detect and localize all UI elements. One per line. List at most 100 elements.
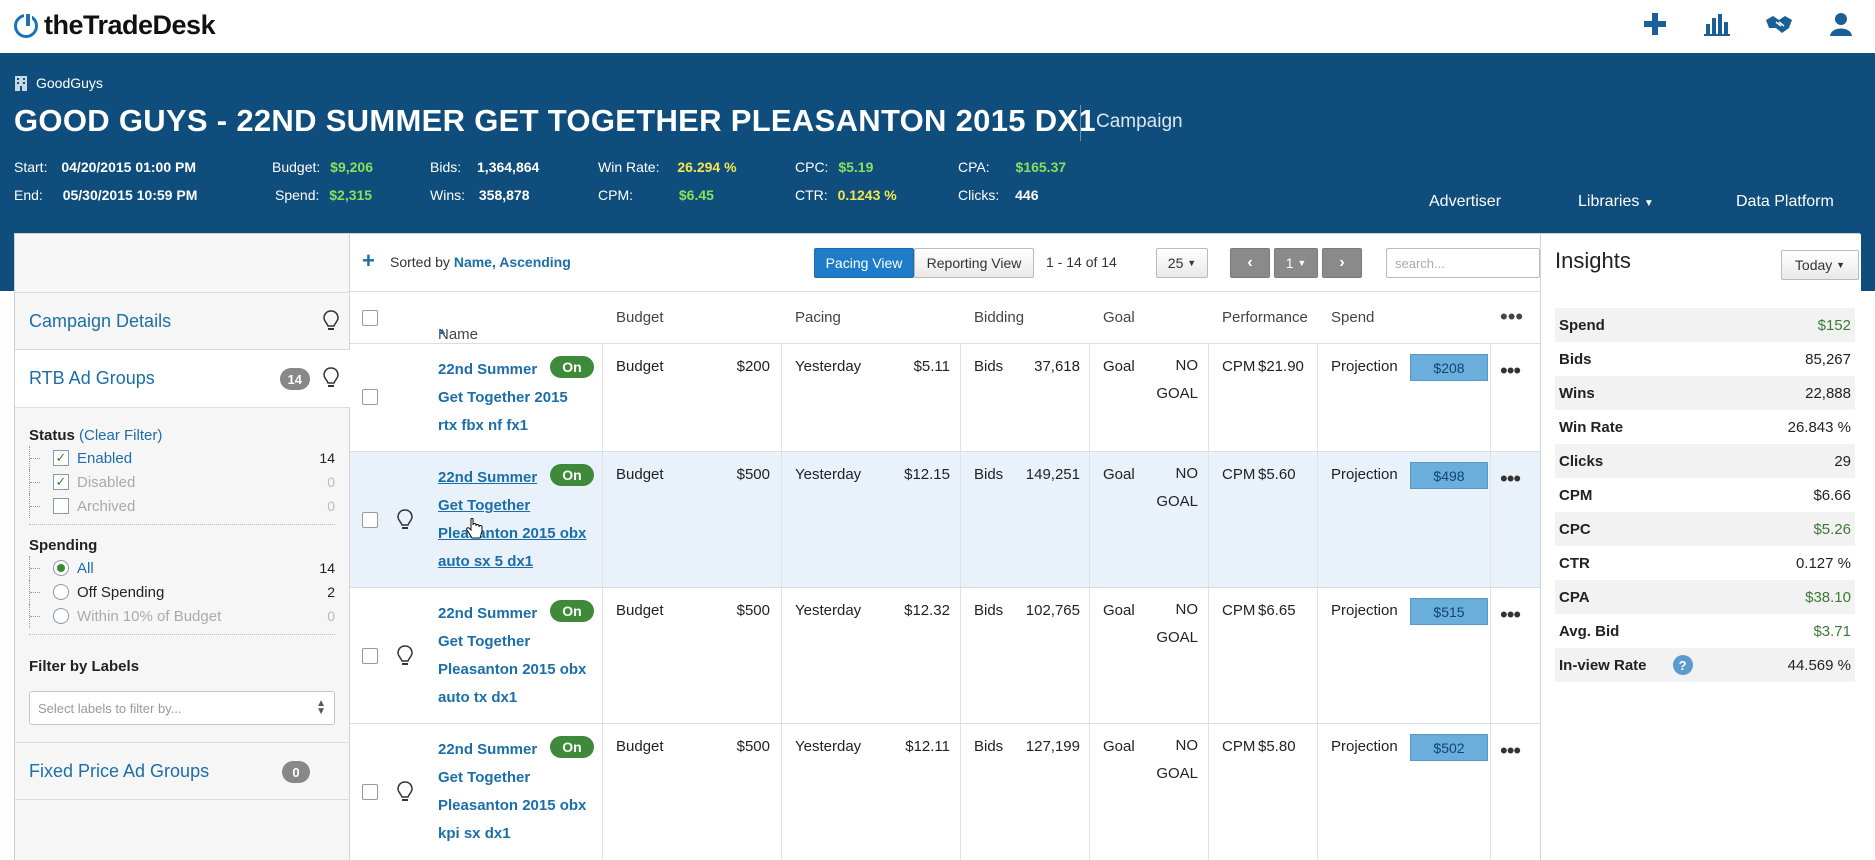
nav-advertiser[interactable]: Advertiser xyxy=(1429,193,1502,210)
column-spend[interactable]: Spend xyxy=(1331,309,1375,326)
ad-group-name-link[interactable]: 22nd Summer Get Together 2015 rtx fbx nf f… xyxy=(438,361,568,434)
end-stat: End: 05/30/2015 10:59 PM xyxy=(14,187,198,203)
lightbulb-icon[interactable] xyxy=(396,644,414,668)
row-options-icon[interactable]: ••• xyxy=(1500,602,1521,627)
start-stat: Start: 04/20/2015 01:00 PM xyxy=(14,159,197,175)
metric-win-rate: Win Rate 26.843 % xyxy=(1559,418,1851,436)
page-select[interactable]: 1 ▼ xyxy=(1274,248,1318,278)
sidebar-item-campaign-details[interactable]: Campaign Details xyxy=(15,292,350,350)
checkbox-enabled[interactable]: ✓ xyxy=(53,450,69,466)
reporting-view-button[interactable]: Reporting View xyxy=(914,248,1034,278)
plus-icon[interactable] xyxy=(1641,10,1669,38)
top-icon-bar xyxy=(1641,10,1855,38)
page-size-select[interactable]: 25 ▼ xyxy=(1156,248,1208,278)
status-option-enabled[interactable]: ✓ Enabled 14 xyxy=(29,446,335,470)
user-icon[interactable] xyxy=(1827,10,1855,38)
status-on-toggle[interactable]: On xyxy=(550,600,594,622)
performance-value: $6.65 xyxy=(1258,602,1296,619)
metric-wins: Wins 22,888 xyxy=(1555,376,1855,410)
performance-value: $5.60 xyxy=(1258,466,1296,483)
metric-in-view-rate: In-view Rate? 44.569 % xyxy=(1555,648,1855,682)
ad-group-name-link[interactable]: 22nd Summer Get Together Pleasanton 2015 o… xyxy=(438,605,587,706)
next-page-button[interactable]: › xyxy=(1322,248,1362,278)
select-all-checkbox[interactable] xyxy=(362,310,378,326)
checkbox-archived[interactable] xyxy=(53,498,69,514)
table-row[interactable]: 22nd Summer Get Together Pleasanton 2015 o… xyxy=(350,724,1540,860)
thetradedesk-logo[interactable]: theTradeDesk xyxy=(14,10,216,41)
table-row[interactable]: 22nd Summer Get Together 2015 rtx fbx nf f… xyxy=(350,344,1540,452)
clicks-stat: Clicks: 446 xyxy=(958,187,1039,203)
column-budget[interactable]: Budget xyxy=(616,309,664,326)
clear-filter-link[interactable]: (Clear Filter) xyxy=(79,427,163,444)
checkbox-disabled[interactable]: ✓ xyxy=(53,474,69,490)
nav-libraries[interactable]: Libraries ▼ xyxy=(1578,193,1654,210)
left-sidebar: Campaign Details RTB Ad Groups 14 Status… xyxy=(15,234,350,860)
row-options-icon[interactable]: ••• xyxy=(1500,358,1521,383)
projection-button[interactable]: $515 xyxy=(1410,598,1488,625)
fixed-count-badge: 0 xyxy=(282,761,310,783)
bar-chart-icon[interactable] xyxy=(1703,10,1731,38)
metric-clicks: Clicks 29 xyxy=(1555,444,1855,478)
spending-option-all[interactable]: All 14 xyxy=(29,556,335,580)
title-divider xyxy=(1080,105,1081,141)
goal-value: NO GOAL xyxy=(1156,601,1198,646)
grid-toolbar: + Sorted by Name, Ascending Pacing View … xyxy=(350,234,1540,292)
row-checkbox[interactable] xyxy=(362,389,378,405)
prev-page-button[interactable]: ‹ xyxy=(1230,248,1270,278)
column-bidding[interactable]: Bidding xyxy=(974,309,1025,326)
status-option-archived[interactable]: Archived 0 xyxy=(29,494,335,518)
cpm-stat: CPM: $6.45 xyxy=(598,187,714,203)
projection-button[interactable]: $208 xyxy=(1410,354,1488,381)
row-checkbox[interactable] xyxy=(362,784,378,800)
column-options-icon[interactable]: ••• xyxy=(1500,304,1524,329)
insights-period-select[interactable]: Today ▼ xyxy=(1781,250,1859,280)
pacing-value: $5.11 xyxy=(913,358,950,375)
column-goal[interactable]: Goal xyxy=(1103,309,1135,326)
row-options-icon[interactable]: ••• xyxy=(1500,466,1521,491)
projection-button[interactable]: $498 xyxy=(1410,462,1488,489)
spending-option-within-budget[interactable]: Within 10% of Budget 0 xyxy=(29,604,335,628)
handshake-icon[interactable] xyxy=(1765,10,1793,38)
main-panel: Campaign Details RTB Ad Groups 14 Status… xyxy=(14,233,1861,860)
spending-option-off-spending[interactable]: Off Spending 2 xyxy=(29,580,335,604)
row-options-icon[interactable]: ••• xyxy=(1500,738,1521,763)
pacing-view-button[interactable]: Pacing View xyxy=(814,248,914,278)
budget-stat: Budget: $9,206 xyxy=(272,159,373,175)
status-on-toggle[interactable]: On xyxy=(550,356,594,378)
ad-group-name-link[interactable]: 22nd Summer Get Together Pleasanton 2015 o… xyxy=(438,741,587,842)
lightbulb-icon[interactable] xyxy=(322,309,340,333)
radio-all[interactable] xyxy=(53,560,69,576)
help-icon[interactable]: ? xyxy=(1672,655,1693,675)
nav-data-platform[interactable]: Data Platform xyxy=(1736,193,1834,210)
table-row[interactable]: 22nd Summer Get Together Pleasanton 2015 o… xyxy=(350,452,1540,588)
sidebar-item-fixed-price-ad-groups[interactable]: Fixed Price Ad Groups 0 xyxy=(15,742,350,800)
row-checkbox[interactable] xyxy=(362,648,378,664)
column-pacing[interactable]: Pacing xyxy=(795,309,841,326)
status-on-toggle[interactable]: On xyxy=(550,736,594,758)
status-option-disabled[interactable]: ✓ Disabled 0 xyxy=(29,470,335,494)
lightbulb-icon[interactable] xyxy=(396,780,414,804)
add-ad-group-icon[interactable]: + xyxy=(362,248,375,273)
table-row[interactable]: 22nd Summer Get Together Pleasanton 2015 o… xyxy=(350,588,1540,724)
cpc-stat: CPC: $5.19 xyxy=(795,159,874,175)
lightbulb-icon[interactable] xyxy=(396,508,414,532)
insights-title: Insights xyxy=(1555,248,1631,273)
advertiser-breadcrumb[interactable]: GoodGuys xyxy=(14,75,103,91)
column-headers: Name ▲ Budget Pacing Bidding Goal Perfor… xyxy=(350,292,1540,344)
spend-stat: Spend: $2,315 xyxy=(275,187,373,203)
radio-within-budget[interactable] xyxy=(53,608,69,624)
status-on-toggle[interactable]: On xyxy=(550,464,594,486)
search-input[interactable]: search... xyxy=(1386,248,1540,278)
column-performance[interactable]: Performance xyxy=(1222,309,1308,326)
label-filter-select[interactable]: Select labels to filter by... ▲ ▼ xyxy=(29,691,335,725)
campaign-type-label: Campaign xyxy=(1096,111,1183,132)
sidebar-item-rtb-ad-groups[interactable]: RTB Ad Groups 14 xyxy=(15,350,350,408)
caret-down-icon: ▼ xyxy=(1643,198,1654,209)
radio-off-spending[interactable] xyxy=(53,584,69,600)
metric-cpm: CPM $6.66 xyxy=(1559,486,1851,504)
row-checkbox[interactable] xyxy=(362,512,378,528)
insights-metrics: Spend $152 Bids 85,267 Wins 22,888 Win Rate… xyxy=(1555,308,1855,682)
projection-button[interactable]: $502 xyxy=(1410,734,1488,761)
lightbulb-icon[interactable] xyxy=(322,366,340,390)
rtb-count-badge: 14 xyxy=(279,368,310,390)
